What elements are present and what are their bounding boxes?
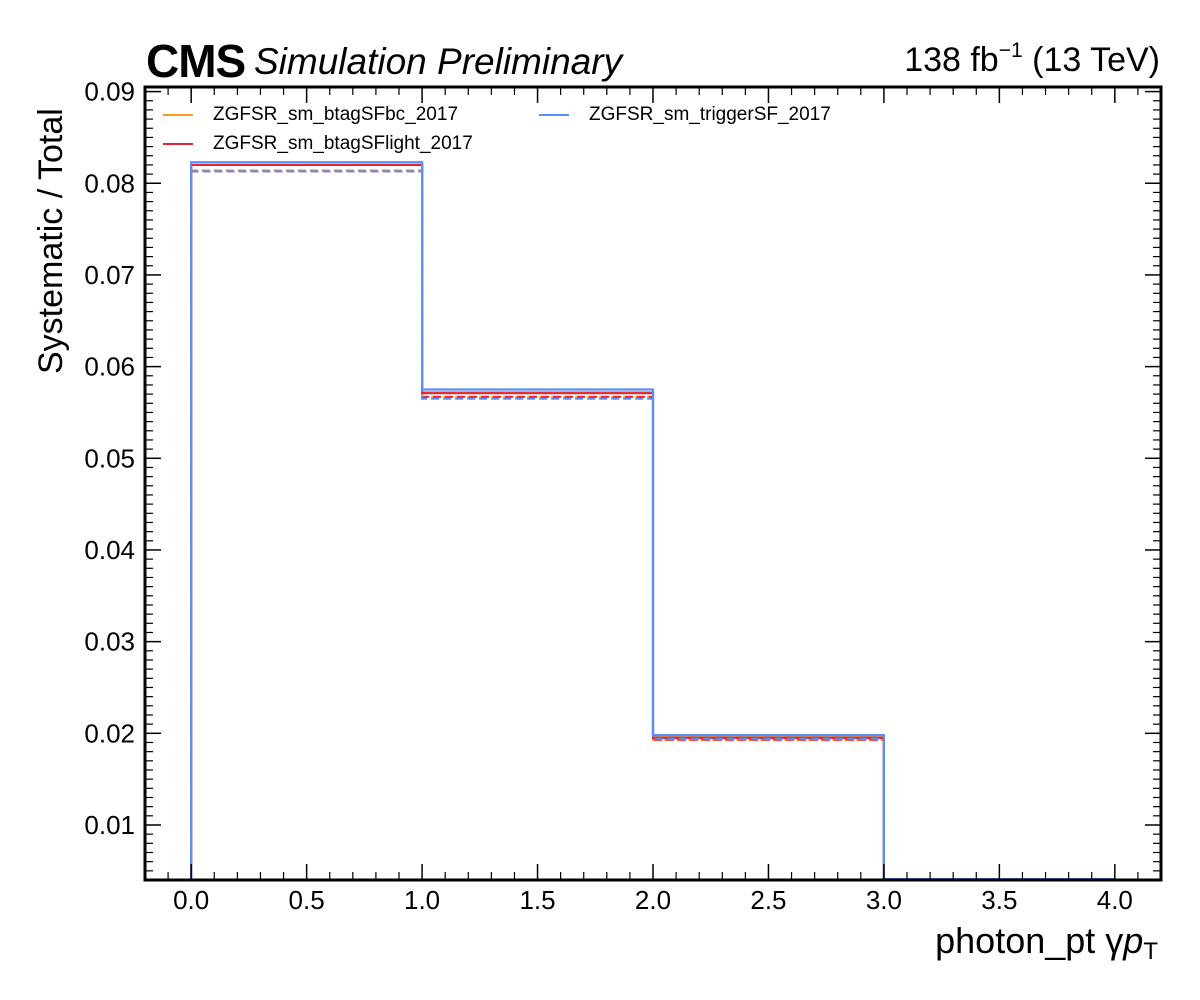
x-tick-label: 0.5 <box>289 885 325 915</box>
y-tick-label: 0.09 <box>84 77 135 107</box>
legend-item-triggersf: ZGFSR_sm_triggerSF_2017 <box>539 104 831 126</box>
legend-swatch-btagsflight <box>163 143 193 145</box>
luminosity-label: 138 fb−1 (13 TeV) <box>904 39 1160 80</box>
x-tick-label: 1.0 <box>404 885 440 915</box>
legend-item-btagsflight: ZGFSR_sm_btagSFlight_2017 <box>163 133 473 155</box>
y-tick-label: 0.04 <box>84 535 135 565</box>
x-axis-label-text: photon_pt γ <box>935 920 1124 961</box>
lumi-exponent: −1 <box>998 39 1023 62</box>
series-triggersf-up <box>190 161 1115 881</box>
legend-swatch-triggersf <box>539 114 569 116</box>
legend-label-btagsfbc: ZGFSR_sm_btagSFbc_2017 <box>213 104 459 125</box>
experiment-label: CMS <box>146 35 246 87</box>
tick-layer: 0.0 0.5 1.0 1.5 2.0 2.5 3.0 3.5 4.0 0.01 0.02 0.03 0… <box>84 77 1162 915</box>
legend-label-btagsflight: ZGFSR_sm_btagSFlight_2017 <box>213 133 473 154</box>
y-tick-label: 0.08 <box>84 168 135 198</box>
legend-swatch-btagsfbc <box>163 114 193 116</box>
y-tick-label: 0.05 <box>84 443 135 473</box>
y-tick-label: 0.03 <box>84 627 135 657</box>
status-label: Simulation Preliminary <box>254 41 623 82</box>
y-tick-label: 0.07 <box>84 260 135 290</box>
x-axis-label-var: p <box>1123 920 1144 961</box>
x-axis-label: photon_pt γpT <box>935 920 1158 966</box>
lumi-energy: (13 TeV) <box>1022 41 1160 79</box>
series-layer <box>190 161 1115 881</box>
plot-frame <box>143 85 1163 882</box>
x-tick-label: 1.5 <box>519 885 555 915</box>
x-tick-label: 3.5 <box>981 885 1017 915</box>
legend-label-triggersf: ZGFSR_sm_triggerSF_2017 <box>589 104 831 125</box>
y-tick-label: 0.02 <box>84 718 135 748</box>
y-tick-label: 0.01 <box>84 810 135 840</box>
x-tick-label: 4.0 <box>1097 885 1133 915</box>
x-axis-label-sub: T <box>1143 938 1158 965</box>
x-tick-label: 0.0 <box>173 885 209 915</box>
lumi-value: 138 fb <box>904 41 999 79</box>
x-tick-label: 2.0 <box>635 885 671 915</box>
legend-item-btagsfbc: ZGFSR_sm_btagSFbc_2017 <box>163 104 458 126</box>
x-tick-label: 3.0 <box>866 885 902 915</box>
y-tick-label: 0.06 <box>84 352 135 382</box>
y-axis-label: Systematic / Total <box>32 108 70 374</box>
x-tick-label: 2.5 <box>750 885 786 915</box>
